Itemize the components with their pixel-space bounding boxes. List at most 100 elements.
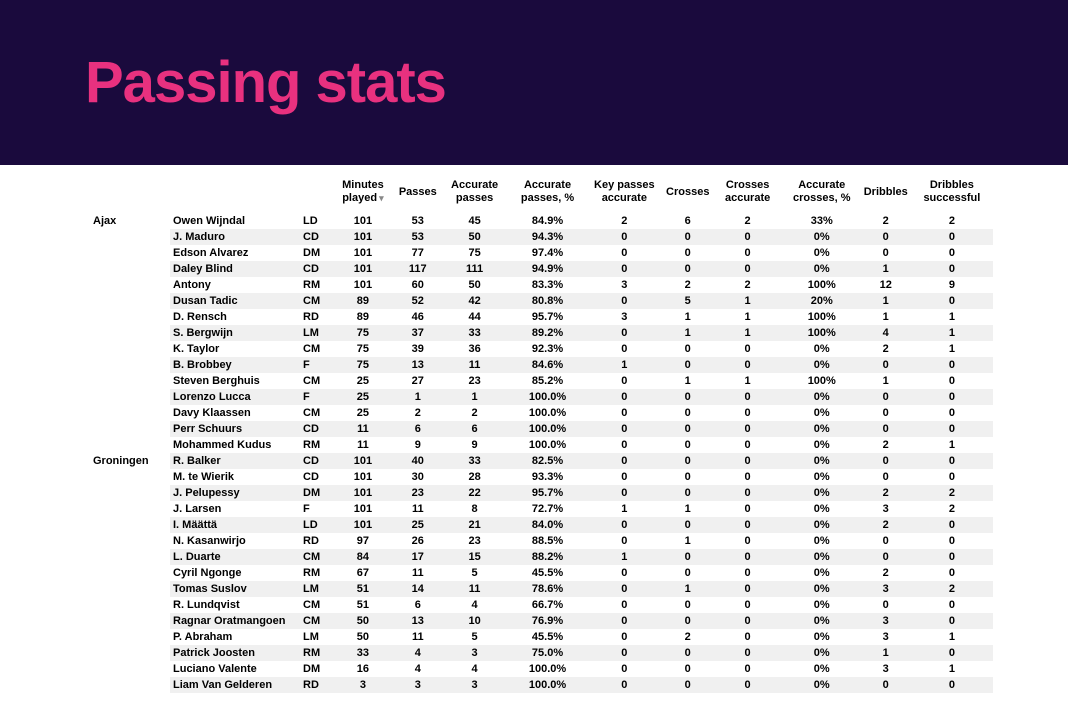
crosses-acc: 0 [712,565,782,581]
crosses-pct: 0% [783,533,861,549]
player-name: Luciano Valente [170,661,300,677]
table-row: Perr SchuursCD1166100.0%0000%00 [90,421,993,437]
crosses: 2 [663,277,712,293]
crosses: 2 [663,629,712,645]
acc-passes-pct: 94.3% [509,229,585,245]
crosses: 1 [663,373,712,389]
crosses-acc: 2 [712,277,782,293]
player-pos: CD [300,421,330,437]
dribbles-succ: 0 [911,261,993,277]
player-pos: CM [300,549,330,565]
key-passes: 0 [586,645,663,661]
player-pos: RD [300,533,330,549]
crosses-pct: 0% [783,629,861,645]
crosses: 1 [663,581,712,597]
acc-passes-pct: 83.3% [509,277,585,293]
col-acc-pct[interactable]: Accurate passes, % [509,175,585,213]
acc-passes: 10 [440,613,510,629]
crosses-acc: 0 [712,661,782,677]
player-name: Antony [170,277,300,293]
col-acc-pass[interactable]: Accurate passes [440,175,510,213]
dribbles: 1 [861,373,911,389]
minutes: 50 [330,629,396,645]
col-cross-pct[interactable]: Accurate crosses, % [783,175,861,213]
col-player[interactable] [170,175,300,213]
acc-passes-pct: 82.5% [509,453,585,469]
dribbles: 1 [861,645,911,661]
acc-passes-pct: 84.6% [509,357,585,373]
table-container: Minutes played▾ Passes Accurate passes A… [0,165,1068,693]
player-name: Patrick Joosten [170,645,300,661]
dribbles-succ: 0 [911,613,993,629]
minutes: 51 [330,597,396,613]
crosses-pct: 0% [783,485,861,501]
crosses: 0 [663,261,712,277]
player-name: R. Balker [170,453,300,469]
table-row: Dusan TadicCM89524280.8%05120%10 [90,293,993,309]
acc-passes-pct: 100.0% [509,421,585,437]
dribbles: 0 [861,453,911,469]
crosses-acc: 1 [712,373,782,389]
player-pos: CM [300,405,330,421]
crosses-acc: 1 [712,325,782,341]
acc-passes: 28 [440,469,510,485]
key-passes: 0 [586,469,663,485]
table-row: AjaxOwen WijndalLD101534584.9%26233%22 [90,213,993,229]
crosses-pct: 0% [783,597,861,613]
acc-passes: 75 [440,245,510,261]
passes: 77 [396,245,440,261]
passes: 3 [396,677,440,693]
crosses: 0 [663,469,712,485]
acc-passes: 3 [440,645,510,661]
dribbles-succ: 0 [911,245,993,261]
dribbles-succ: 0 [911,565,993,581]
crosses-acc: 2 [712,213,782,229]
team-name [90,565,170,581]
crosses-pct: 0% [783,581,861,597]
player-pos: RM [300,437,330,453]
acc-passes: 15 [440,549,510,565]
acc-passes: 5 [440,565,510,581]
dribbles: 0 [861,533,911,549]
dribbles: 1 [861,309,911,325]
dribbles-succ: 0 [911,293,993,309]
col-dribbles[interactable]: Dribbles [861,175,911,213]
crosses: 6 [663,213,712,229]
dribbles: 0 [861,245,911,261]
team-name [90,245,170,261]
col-cross-acc[interactable]: Crosses accurate [712,175,782,213]
col-minutes[interactable]: Minutes played▾ [330,175,396,213]
acc-passes: 33 [440,453,510,469]
col-crosses[interactable]: Crosses [663,175,712,213]
minutes: 101 [330,277,396,293]
passes: 53 [396,213,440,229]
col-key-pass[interactable]: Key passes accurate [586,175,663,213]
player-pos: F [300,357,330,373]
dribbles-succ: 0 [911,357,993,373]
team-name [90,421,170,437]
crosses-pct: 0% [783,421,861,437]
dribbles-succ: 2 [911,501,993,517]
player-name: Perr Schuurs [170,421,300,437]
team-name [90,661,170,677]
crosses-acc: 0 [712,261,782,277]
dribbles-succ: 0 [911,229,993,245]
player-name: J. Larsen [170,501,300,517]
acc-passes-pct: 84.9% [509,213,585,229]
dribbles-succ: 1 [911,325,993,341]
crosses-acc: 0 [712,357,782,373]
team-name [90,341,170,357]
key-passes: 0 [586,245,663,261]
dribbles-succ: 0 [911,597,993,613]
player-name: Daley Blind [170,261,300,277]
col-position[interactable] [300,175,330,213]
col-team[interactable] [90,175,170,213]
crosses-pct: 0% [783,501,861,517]
key-passes: 0 [586,629,663,645]
table-row: Liam Van GelderenRD333100.0%0000%00 [90,677,993,693]
col-passes[interactable]: Passes [396,175,440,213]
dribbles-succ: 1 [911,661,993,677]
player-pos: RD [300,677,330,693]
col-drib-succ[interactable]: Dribbles successful [911,175,993,213]
crosses-acc: 0 [712,613,782,629]
